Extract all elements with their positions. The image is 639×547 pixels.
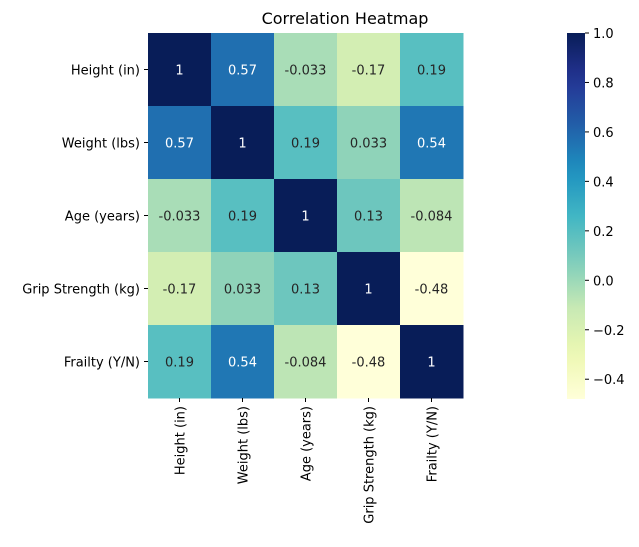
cell-value-label: 1 — [364, 283, 372, 298]
cell-value-label: -0.084 — [285, 356, 327, 371]
colorbar-tick-label: 0.6 — [593, 126, 614, 141]
cell-value-label: 0.57 — [228, 64, 257, 79]
heatmap-cell — [274, 325, 338, 399]
x-axis-tick-label: Age (years) — [300, 406, 315, 481]
heatmap-cell — [400, 325, 464, 399]
y-axis-tick-label: Age (years) — [65, 210, 140, 225]
cell-value-label: 1 — [175, 64, 183, 79]
heatmap-cell — [337, 179, 401, 253]
colorbar — [567, 33, 585, 399]
y-axis-tick-label: Frailty (Y/N) — [64, 356, 140, 371]
heatmap-cell — [400, 33, 464, 107]
heatmap-cell — [337, 325, 401, 399]
colorbar-tick-label: 0.8 — [593, 76, 614, 91]
cell-value-label: 0.19 — [165, 356, 194, 371]
heatmap-cell — [148, 179, 212, 253]
heatmap-cell — [274, 252, 338, 326]
heatmap-cell — [211, 106, 275, 180]
cell-value-label: -0.48 — [352, 356, 386, 371]
cell-value-label: -0.033 — [159, 210, 201, 225]
cell-value-label: 0.13 — [291, 283, 320, 298]
cell-value-label: 0.54 — [228, 356, 257, 371]
cell-value-label: 0.57 — [165, 137, 194, 152]
heatmap-cell — [337, 106, 401, 180]
colorbar-tick-label: 1.0 — [593, 27, 614, 42]
cell-value-label: -0.17 — [163, 283, 197, 298]
heatmap-cells — [148, 33, 464, 399]
heatmap-cell — [211, 252, 275, 326]
cell-value-label: -0.17 — [352, 64, 386, 79]
y-axis-tick-label: Grip Strength (kg) — [22, 283, 140, 298]
heatmap-cell — [400, 179, 464, 253]
heatmap-cell — [274, 179, 338, 253]
cell-value-label: 0.13 — [354, 210, 383, 225]
heatmap-cell — [337, 252, 401, 326]
cell-value-label: 1 — [238, 137, 246, 152]
cell-value-label: 0.033 — [224, 283, 261, 298]
colorbar-tick-label: −0.4 — [593, 373, 625, 388]
y-axis-tick-labels: Height (in) Weight (lbs) Age (years) Grip S… — [22, 64, 148, 371]
x-axis-tick-label: Height (in) — [174, 406, 189, 475]
heatmap-cell — [211, 179, 275, 253]
chart-title: Correlation Heatmap — [262, 9, 429, 28]
heatmap-cell — [148, 252, 212, 326]
cell-value-label: 0.19 — [291, 137, 320, 152]
cell-value-label: -0.084 — [411, 210, 453, 225]
y-axis-tick-label: Weight (lbs) — [62, 137, 140, 152]
heatmap-cell-labels: 1 0.57 -0.033 -0.17 0.19 0.57 1 0.19 0.033 0.54 -0… — [159, 64, 453, 371]
heatmap-cell — [274, 106, 338, 180]
heatmap-cell — [400, 252, 464, 326]
cell-value-label: 0.033 — [350, 137, 387, 152]
colorbar-tick-label: 0.4 — [593, 175, 614, 190]
colorbar-tick-label: 0.2 — [593, 225, 614, 240]
heatmap-cell — [211, 33, 275, 107]
x-axis-tick-labels: Height (in) Weight (lbs) Age (years) Grip S… — [174, 398, 441, 524]
colorbar-tick-label: 0.0 — [593, 274, 614, 289]
x-axis-tick-label: Weight (lbs) — [237, 406, 252, 484]
heatmap-cell — [274, 33, 338, 107]
cell-value-label: 0.19 — [228, 210, 257, 225]
cell-value-label: -0.033 — [285, 64, 327, 79]
heatmap-cell — [148, 106, 212, 180]
colorbar-ticks: 1.0 0.8 0.6 0.4 0.2 0.0 −0.2 −0.4 — [585, 27, 625, 388]
y-axis-tick-label: Height (in) — [71, 64, 140, 79]
colorbar-gradient — [567, 33, 585, 399]
cell-value-label: 1 — [301, 210, 309, 225]
heatmap-cell — [148, 33, 212, 107]
cell-value-label: -0.48 — [415, 283, 449, 298]
cell-value-label: 0.54 — [417, 137, 446, 152]
heatmap-cell — [400, 106, 464, 180]
x-axis-tick-label: Grip Strength (kg) — [363, 406, 378, 524]
heatmap-cell — [211, 325, 275, 399]
x-axis-tick-label: Frailty (Y/N) — [426, 406, 441, 482]
heatmap-cell — [337, 33, 401, 107]
colorbar-tick-label: −0.2 — [593, 324, 625, 339]
cell-value-label: 0.19 — [417, 64, 446, 79]
cell-value-label: 1 — [427, 356, 435, 371]
heatmap-cell — [148, 325, 212, 399]
